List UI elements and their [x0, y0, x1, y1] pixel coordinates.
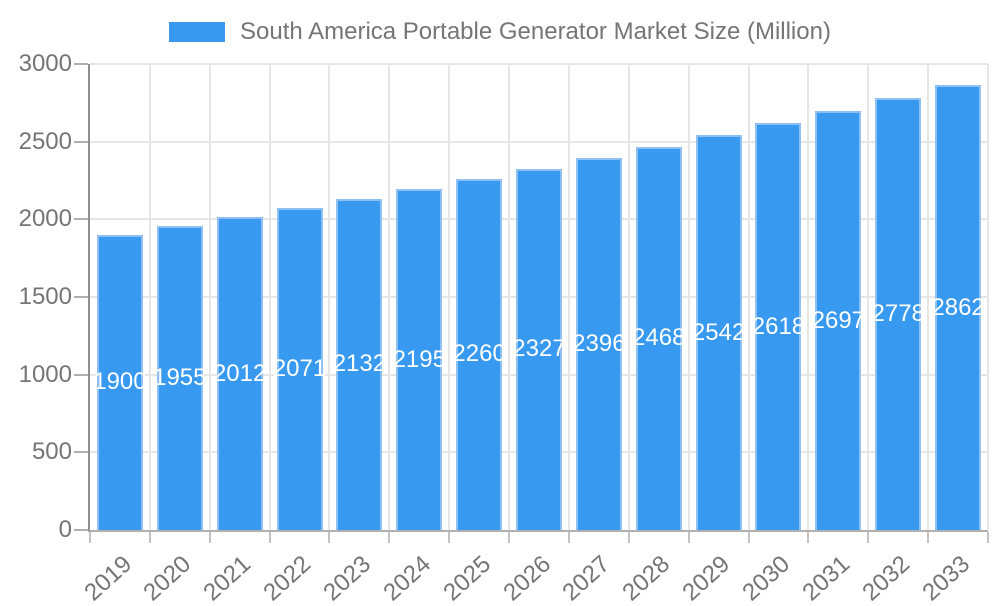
- x-axis-tick: [328, 532, 331, 543]
- v-gridline: [627, 64, 630, 530]
- v-gridline: [867, 64, 870, 530]
- y-axis-label: 3000: [18, 50, 72, 77]
- v-gridline: [747, 64, 750, 530]
- y-axis-tick: [74, 529, 88, 531]
- bar-value-label: 1900: [93, 368, 147, 396]
- bar-value-label: 2468: [632, 324, 686, 352]
- legend-swatch[interactable]: [169, 22, 226, 42]
- bar-value-label: 2618: [751, 312, 806, 340]
- y-axis-label: 2000: [18, 205, 72, 233]
- x-axis-label: 2019: [78, 550, 137, 606]
- x-axis-label: 2025: [438, 550, 496, 606]
- v-gridline: [208, 64, 211, 530]
- x-axis-tick: [268, 532, 271, 543]
- legend-label: South America Portable Generator Market …: [240, 18, 831, 45]
- x-axis-label: 2024: [378, 550, 436, 606]
- bar[interactable]: [815, 111, 862, 530]
- bar-value-label: 2778: [871, 300, 925, 328]
- x-axis-label: 2028: [617, 550, 676, 606]
- x-axis-label: 2023: [318, 550, 377, 606]
- v-gridline: [328, 64, 331, 530]
- plot-area: 0 500 1000 1500 2000 2500 3000 1900 2019 1955 2020…: [19, 52, 989, 606]
- bar-value-label: 2697: [811, 306, 866, 334]
- bar[interactable]: [695, 135, 742, 530]
- bar-value-label: 2327: [512, 335, 566, 363]
- x-axis-tick: [747, 532, 750, 543]
- x-axis-label: 2033: [917, 550, 975, 606]
- y-axis-label: 1500: [18, 283, 72, 310]
- bar[interactable]: [276, 208, 323, 530]
- x-axis-label: 2026: [497, 550, 556, 606]
- bar[interactable]: [875, 98, 922, 530]
- bar-value-label: 2396: [572, 329, 626, 357]
- bar-value-label: 2012: [212, 359, 267, 387]
- x-axis-label: 2029: [677, 550, 736, 606]
- x-axis-label: 2031: [797, 550, 856, 606]
- bar-value-label: 2542: [691, 318, 746, 346]
- bar-value-label: 2132: [332, 350, 387, 378]
- v-gridline: [687, 64, 690, 530]
- x-axis-label: 2032: [857, 550, 915, 606]
- y-axis-tick: [74, 451, 88, 454]
- bar[interactable]: [575, 157, 622, 530]
- v-gridline: [567, 64, 570, 530]
- bar[interactable]: [456, 178, 503, 530]
- y-axis-label: 2500: [18, 127, 72, 155]
- v-gridline: [987, 64, 989, 530]
- x-axis-tick: [148, 532, 151, 543]
- bar[interactable]: [935, 85, 982, 530]
- x-axis-label: 2030: [737, 550, 796, 606]
- x-axis-tick: [627, 532, 630, 543]
- bar-value-label: 2071: [272, 355, 327, 383]
- y-axis-label: 1000: [18, 360, 72, 388]
- v-gridline: [508, 64, 511, 530]
- x-axis-tick: [508, 532, 511, 543]
- y-axis-tick: [74, 296, 88, 298]
- bar[interactable]: [216, 217, 263, 530]
- v-gridline: [268, 64, 271, 530]
- y-axis-tick: [74, 140, 88, 143]
- x-axis-tick: [448, 532, 451, 543]
- v-gridline: [388, 64, 391, 530]
- bar[interactable]: [755, 123, 802, 530]
- v-gridline: [927, 64, 930, 530]
- y-axis-tick: [74, 63, 88, 65]
- x-axis-tick: [388, 532, 391, 543]
- chart-legend[interactable]: South America Portable Generator Market …: [0, 18, 1000, 45]
- bar[interactable]: [156, 226, 203, 530]
- x-axis-tick: [687, 532, 690, 543]
- x-axis-label: 2022: [258, 550, 317, 606]
- bar[interactable]: [396, 189, 443, 530]
- bar-value-label: 2195: [392, 345, 446, 373]
- bar-value-label: 2260: [452, 340, 506, 368]
- x-axis-tick: [987, 532, 989, 543]
- bar[interactable]: [516, 168, 562, 530]
- y-axis-label: 0: [58, 516, 72, 543]
- x-axis-tick: [567, 532, 570, 543]
- y-axis-tick: [74, 373, 88, 376]
- v-gridline: [148, 64, 151, 530]
- x-axis-tick: [208, 532, 211, 543]
- bar-value-label: 1955: [153, 364, 207, 392]
- v-gridline: [448, 64, 451, 530]
- x-axis-tick: [867, 532, 870, 543]
- x-axis-tick: [89, 532, 91, 543]
- bar-value-label: 2862: [931, 293, 985, 321]
- x-axis-label: 2027: [557, 550, 616, 606]
- y-axis-label: 500: [31, 438, 72, 466]
- y-axis-tick: [74, 218, 88, 221]
- x-axis-tick: [807, 532, 810, 543]
- bar[interactable]: [96, 234, 143, 530]
- bar[interactable]: [635, 146, 682, 530]
- x-axis-label: 2020: [138, 550, 197, 606]
- bar[interactable]: [336, 198, 383, 530]
- h-gridline: [90, 63, 988, 65]
- v-gridline: [807, 64, 810, 530]
- h-gridline: [90, 140, 988, 143]
- x-axis-label: 2021: [198, 550, 257, 606]
- x-axis-tick: [927, 532, 930, 543]
